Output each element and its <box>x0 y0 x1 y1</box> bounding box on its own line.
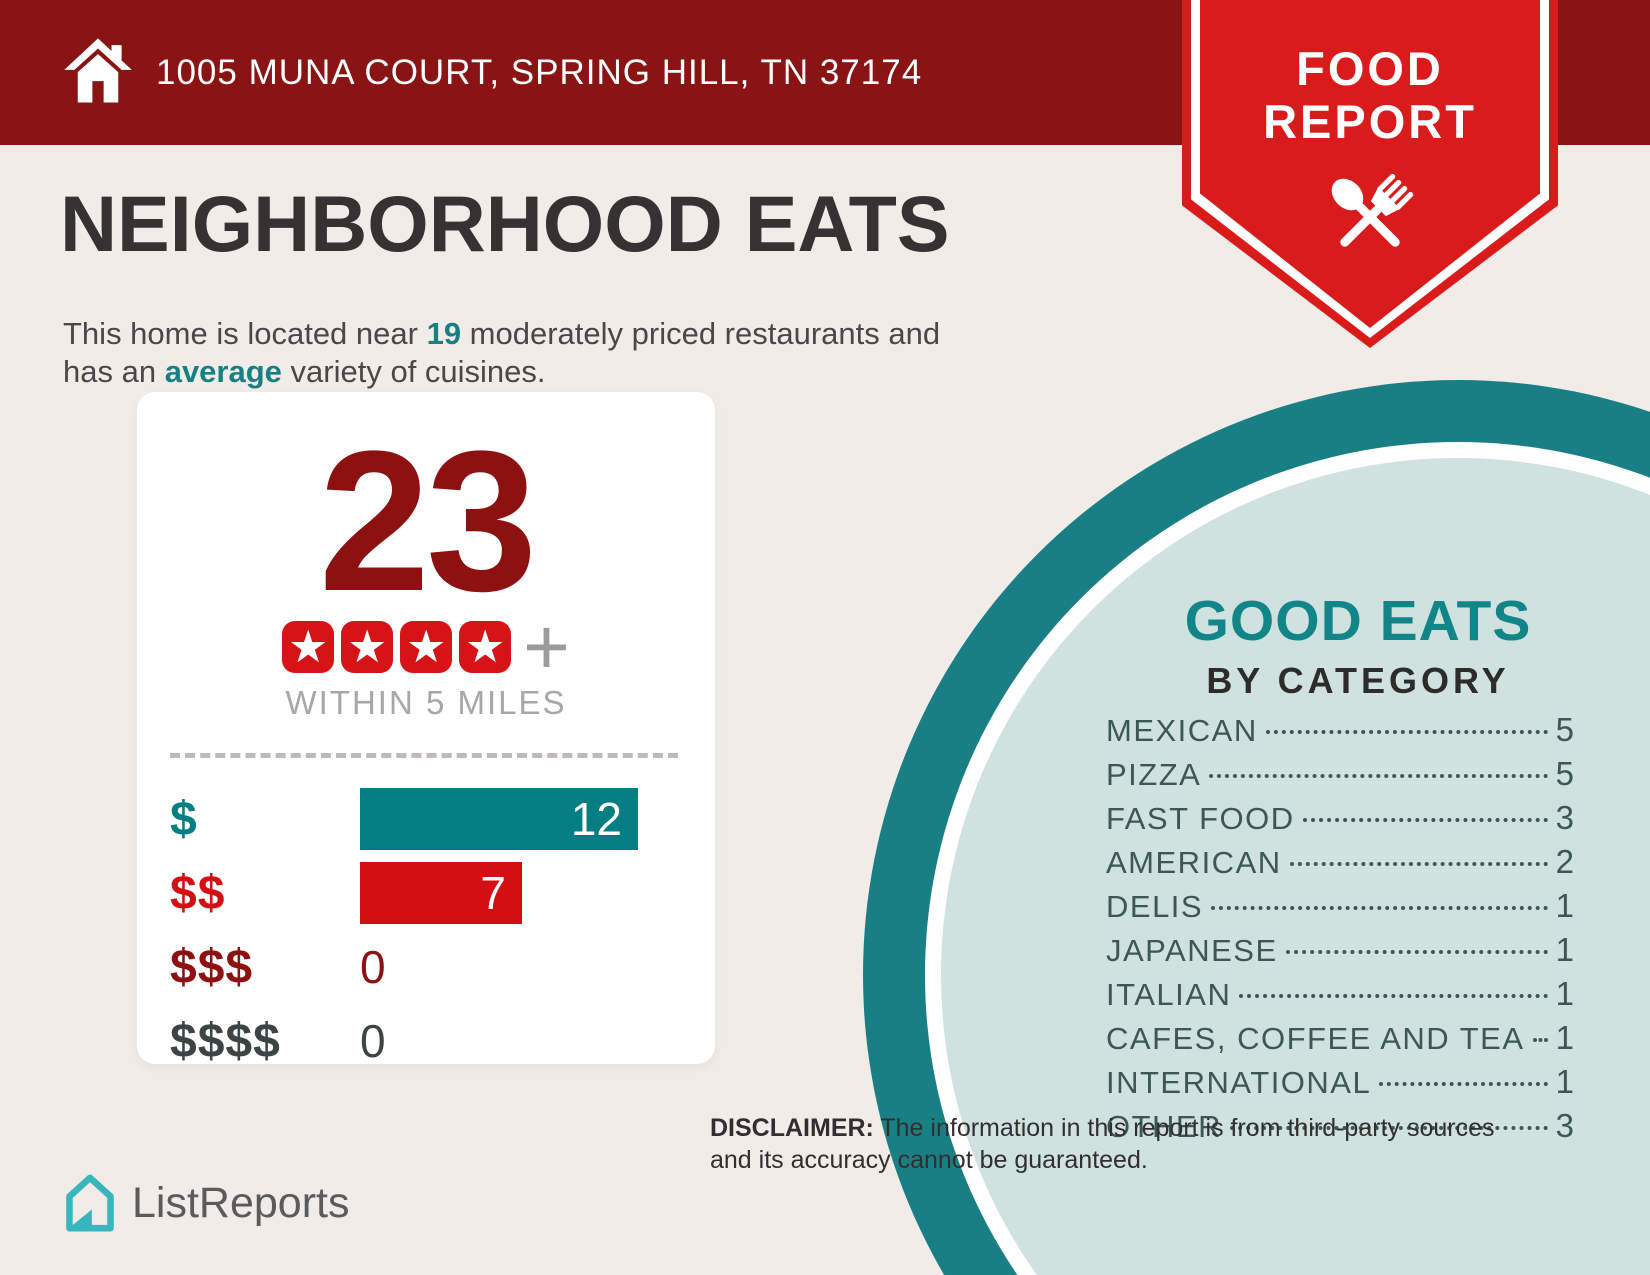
category-count: 1 <box>1555 1019 1574 1056</box>
plus-sign: + <box>523 602 570 691</box>
price-tier-value: 0 <box>360 941 386 993</box>
star-icon: ★ <box>282 621 335 673</box>
category-row: INTERNATIONAL 1 <box>1106 1063 1574 1107</box>
category-label: MEXICAN <box>1106 713 1258 748</box>
category-row: JAPANESE 1 <box>1106 931 1574 975</box>
dot-leader <box>1211 906 1548 910</box>
category-count: 1 <box>1555 1063 1574 1100</box>
category-row: OTHER 3 <box>1106 1107 1574 1151</box>
star-icon: ★ <box>341 621 394 673</box>
dot-leader <box>1209 774 1548 778</box>
brand-name: ListReports <box>132 1178 350 1227</box>
intro-text-part: This home is located near <box>63 316 427 351</box>
category-label: INTERNATIONAL <box>1106 1065 1372 1100</box>
variety-highlight: average <box>164 354 282 389</box>
category-label: AMERICAN <box>1106 845 1282 880</box>
category-label: DELIS <box>1106 889 1204 924</box>
badge-title-line1: FOOD <box>1296 42 1444 95</box>
food-report-badge: FOOD REPORT <box>1182 0 1558 348</box>
price-tier-label: $ <box>170 792 198 846</box>
price-tier-label: $$$$ <box>170 1014 281 1068</box>
intro-text-part: variety of cuisines. <box>281 354 546 389</box>
price-tier-label: $$$ <box>170 940 254 994</box>
rating-stars: ★ ★ ★ ★ + <box>137 602 715 691</box>
intro-text-part: has an <box>63 354 165 389</box>
category-row: ITALIAN 1 <box>1106 975 1574 1019</box>
disclaimer-label: DISCLAIMER: <box>710 1114 874 1142</box>
price-tier-row: $12 <box>170 788 638 850</box>
category-count: 1 <box>1555 975 1574 1012</box>
price-tier-row: $$$$ 0 <box>170 1010 386 1072</box>
crossed-spoon-fork-icon <box>1331 173 1414 247</box>
category-label: OTHER <box>1106 1109 1222 1144</box>
total-restaurant-count: 23 <box>318 410 537 633</box>
price-tier-value: 12 <box>570 793 622 845</box>
category-row: PIZZA 5 <box>1106 755 1574 799</box>
disclaimer-text: The information in this report is from t… <box>710 1114 1495 1174</box>
category-count: 1 <box>1555 887 1574 924</box>
dot-leader <box>1239 994 1548 998</box>
category-row: MEXICAN 5 <box>1106 711 1574 755</box>
category-label: JAPANESE <box>1106 933 1278 968</box>
intro-text-part: moderately priced restaurants and <box>461 316 941 351</box>
price-tier-value: 0 <box>360 1015 386 1067</box>
category-label: ITALIAN <box>1106 977 1232 1012</box>
price-tier-value: 7 <box>480 867 506 919</box>
dot-leader <box>1302 818 1548 822</box>
category-label: CAFES, COFFEE AND TEA <box>1106 1021 1525 1056</box>
category-count: 5 <box>1555 755 1574 792</box>
page-title: NEIGHBORHOOD EATS <box>60 179 950 268</box>
dot-leader <box>1532 1038 1548 1042</box>
category-label: FAST FOOD <box>1106 801 1295 836</box>
restaurant-summary-card: 23 ★ ★ ★ ★ + WITHIN 5 MILES $12 $$ 7 $$$ 0 $$$$ 0 <box>137 392 715 1068</box>
price-tier-row: $$$ 0 <box>170 936 386 998</box>
disclaimer: DISCLAIMER: The information in this repo… <box>710 1112 1510 1176</box>
dot-leader <box>1289 862 1548 866</box>
dashed-divider <box>170 753 678 758</box>
star-icon: ★ <box>400 621 453 673</box>
price-tier-bar: 12 <box>360 788 638 850</box>
category-label: PIZZA <box>1106 757 1202 792</box>
listreports-logo: ListReports <box>62 1172 349 1234</box>
category-row: FAST FOOD 3 <box>1106 799 1574 843</box>
category-row: DELIS 1 <box>1106 887 1574 931</box>
price-tier-row: $$ 7 <box>170 862 522 924</box>
category-count: 3 <box>1555 1107 1574 1144</box>
category-row: CAFES, COFFEE AND TEA 1 <box>1106 1019 1574 1063</box>
property-address: 1005 MUNA COURT, SPRING HILL, TN 37174 <box>156 52 923 92</box>
category-list: MEXICAN 5 PIZZA 5 FAST FOOD 3 AMERICAN 2 DELIS 1 J… <box>1106 711 1574 1151</box>
category-count: 3 <box>1555 799 1574 836</box>
category-count: 1 <box>1555 931 1574 968</box>
dot-leader <box>1379 1082 1548 1086</box>
star-icon: ★ <box>459 621 512 673</box>
home-icon <box>64 38 132 103</box>
dot-leader <box>1265 730 1548 734</box>
listreports-logo-icon <box>66 1174 114 1232</box>
intro-text: This home is located near 19 moderately … <box>63 315 1143 391</box>
badge-title-line2: REPORT <box>1263 95 1477 148</box>
price-tier-bar: 7 <box>360 862 522 924</box>
good-eats-title: GOOD EATS <box>1184 589 1532 653</box>
good-eats-subtitle: BY CATEGORY <box>1206 660 1510 701</box>
dot-leader <box>1230 1126 1548 1130</box>
restaurant-count-highlight: 19 <box>426 316 462 351</box>
category-row: AMERICAN 2 <box>1106 843 1574 887</box>
price-tier-label: $$ <box>170 866 226 920</box>
radius-label: WITHIN 5 MILES <box>285 684 567 721</box>
category-count: 5 <box>1555 711 1574 748</box>
dot-leader <box>1285 950 1548 954</box>
category-count: 2 <box>1555 843 1574 880</box>
